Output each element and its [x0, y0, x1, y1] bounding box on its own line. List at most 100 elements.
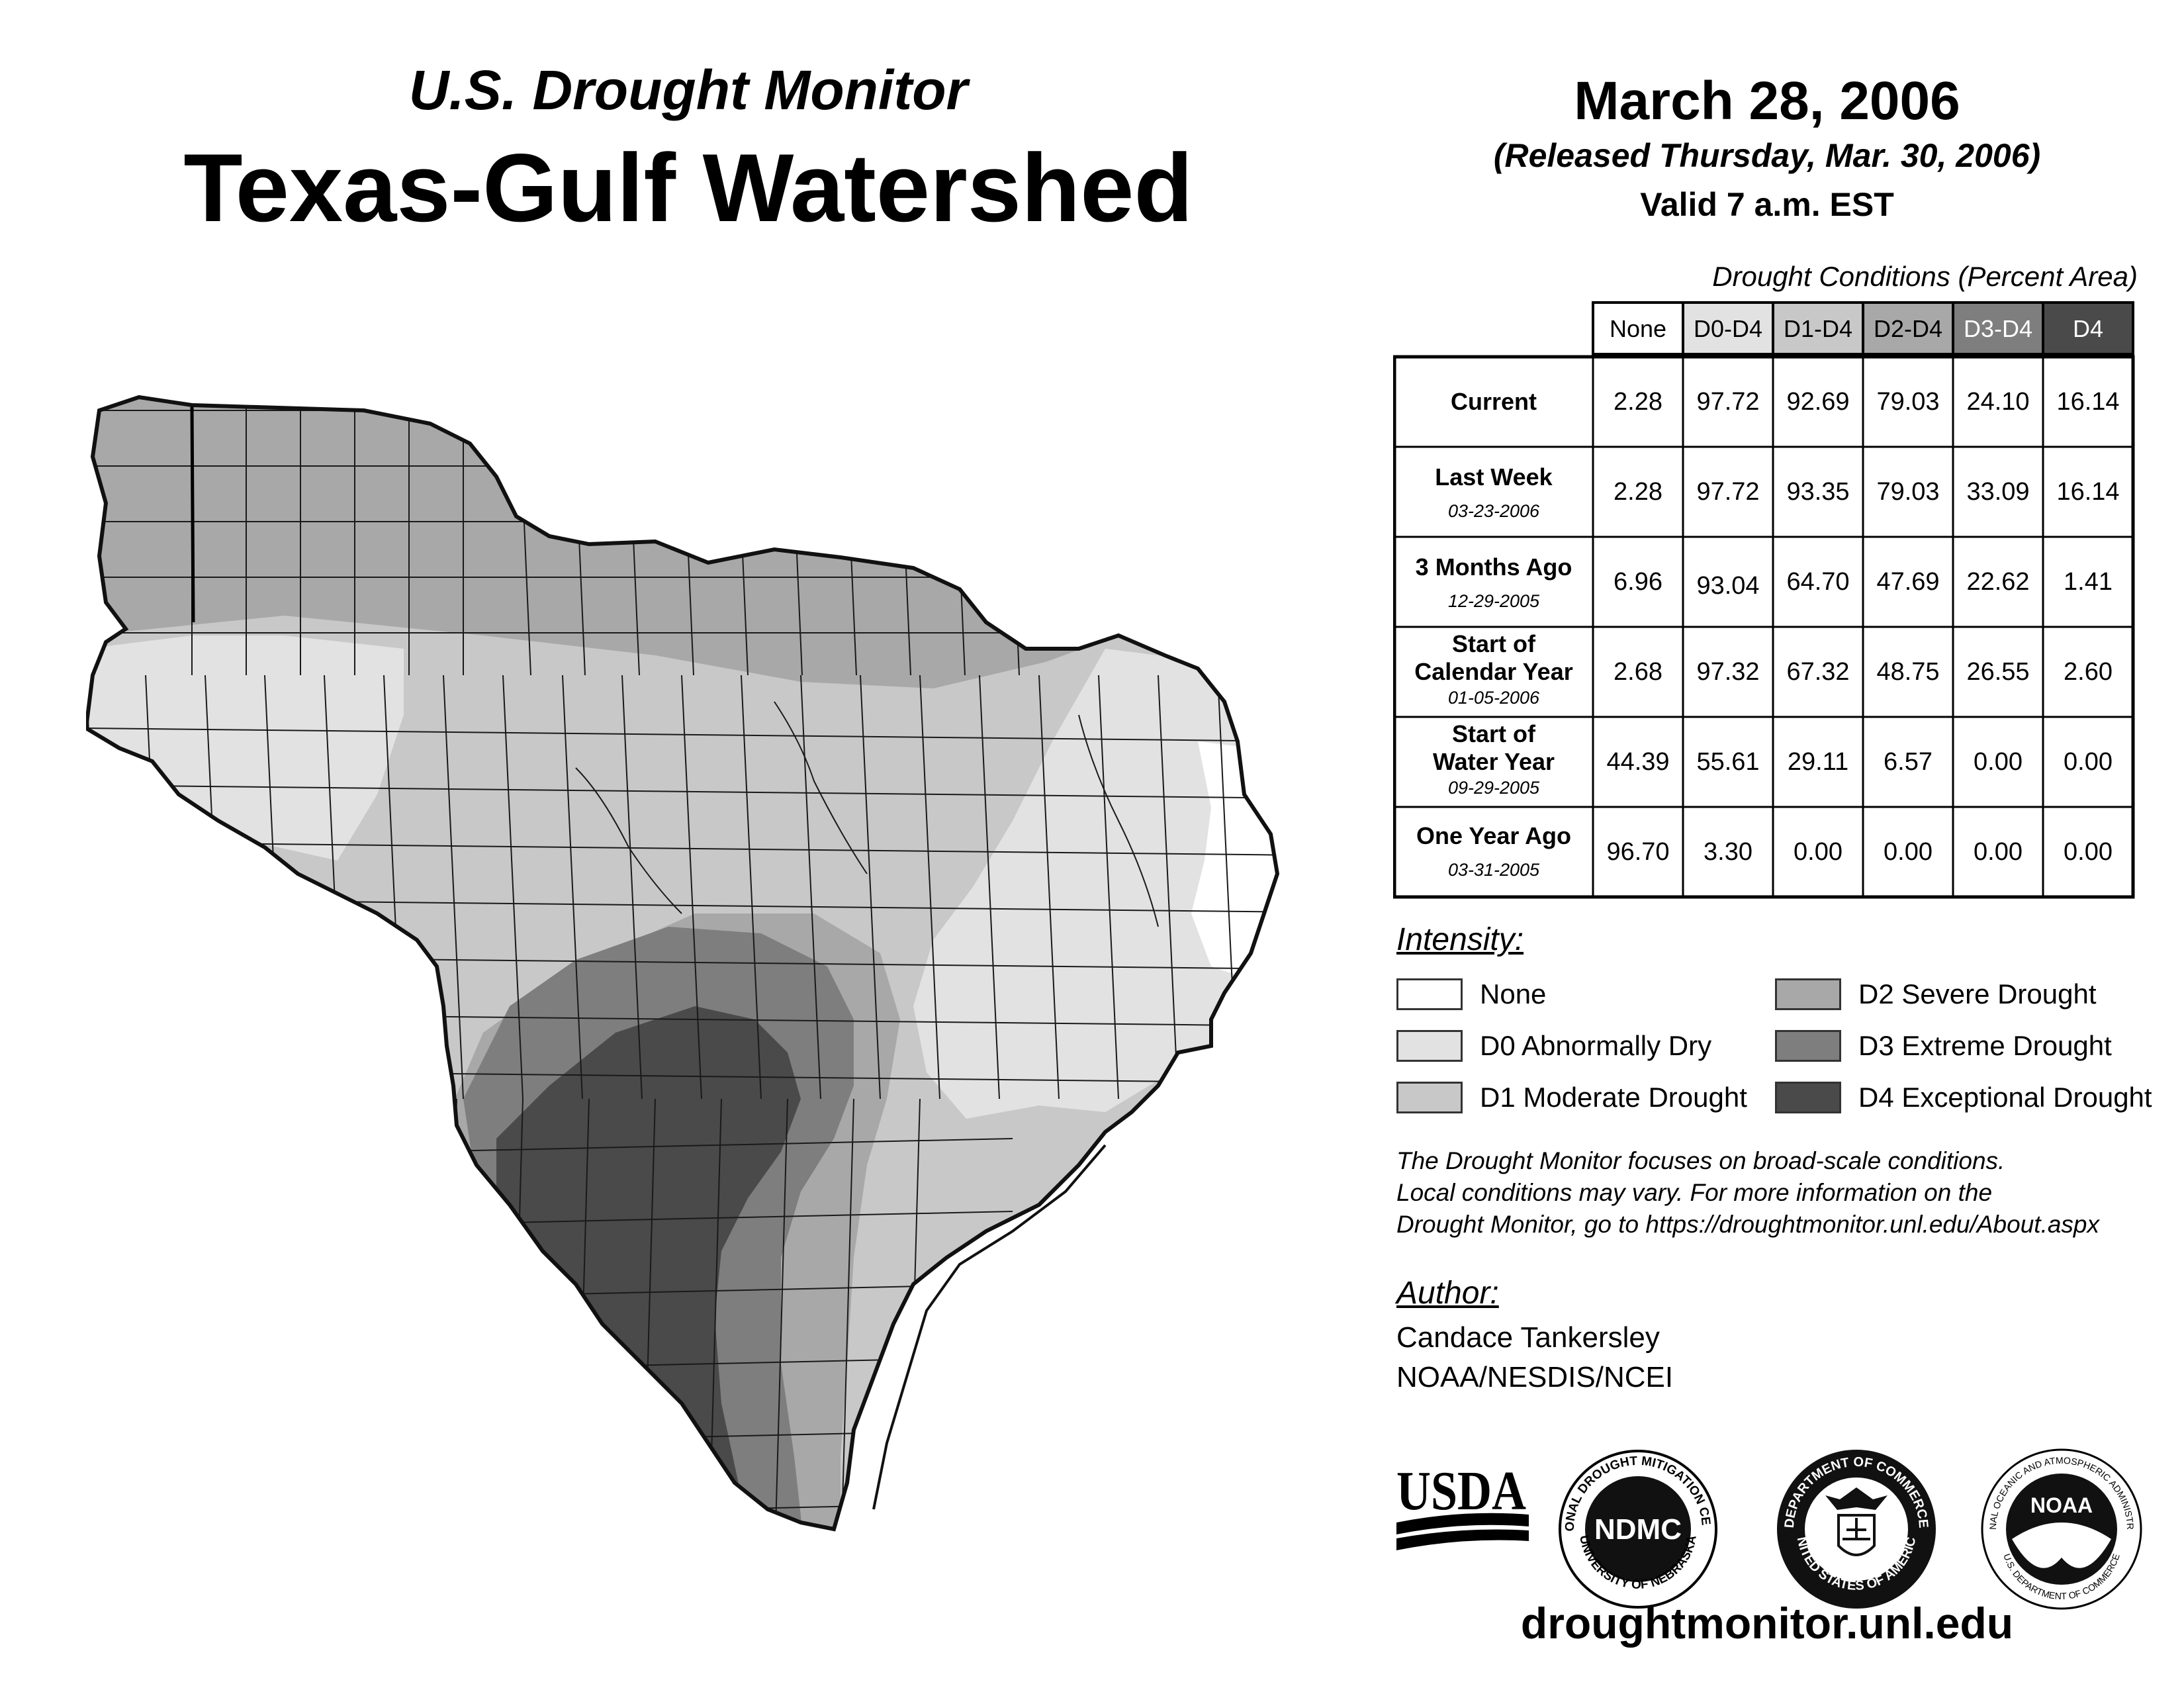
legend-label-d2: D2 Severe Drought	[1858, 978, 2097, 1009]
header-cell-d0d4	[1682, 301, 1774, 355]
author-label: Author:	[1396, 1276, 1499, 1311]
river-lines	[575, 701, 1159, 927]
row-label-last-week: Last Week	[1435, 463, 1553, 491]
usda-logo: USDA	[1396, 1463, 1529, 1550]
website-url: droughtmonitor.unl.edu	[1520, 1599, 2014, 1648]
note-line: Local conditions may vary. For more info…	[1396, 1179, 1993, 1206]
table-cell: 2.28	[1614, 478, 1662, 506]
header-cell-d4	[2042, 301, 2134, 355]
table-cell: 47.69	[1876, 568, 1939, 596]
column-header: D4	[2073, 315, 2103, 342]
table-cell: 3.30	[1704, 838, 1752, 866]
table-cell: 0.00	[2064, 838, 2113, 866]
zone-d0-west	[86, 635, 404, 861]
table-cell: 0.00	[1794, 838, 1843, 866]
table-cell: 22.62	[1966, 568, 2029, 596]
map-title: Texas-Gulf Watershed	[183, 134, 1193, 242]
row-label-calendar-line2: Calendar Year	[1414, 658, 1572, 685]
row-label-one-year: One Year Ago	[1416, 822, 1571, 849]
table-cell: 44.39	[1606, 748, 1669, 776]
commerce-seal-logo: DEPARTMENT OF COMMERCE UNITED STATES OF …	[1774, 1446, 1936, 1609]
column-header: None	[1610, 315, 1666, 342]
eagle-icon	[1825, 1487, 1888, 1510]
column-header: D2-D4	[1874, 315, 1942, 342]
noaa-wordmark: NOAA	[2030, 1493, 2093, 1517]
table-cell: 2.68	[1614, 658, 1662, 686]
table-cell: 55.61	[1696, 748, 1759, 776]
zone-none	[1191, 741, 1277, 986]
row-date-last-week: 03-23-2006	[1448, 501, 1540, 521]
legend-swatch-d3	[1775, 1030, 1841, 1062]
table-cell: 6.57	[1884, 748, 1933, 776]
note-line: Drought Monitor, go to https://droughtmo…	[1396, 1211, 2099, 1238]
valid-time: Valid 7 a.m. EST	[1640, 186, 1894, 223]
row-label-3-months: 3 Months Ago	[1416, 553, 1572, 581]
table-cell: 67.32	[1786, 658, 1849, 686]
ndmc-logo: NATIONAL DROUGHT MITIGATION CENTER UNIVE…	[1555, 1446, 1717, 1609]
table-caption: Drought Conditions (Percent Area)	[1712, 261, 2138, 292]
table-cell: 24.10	[1966, 388, 2029, 416]
legend-title: Intensity:	[1396, 922, 1524, 957]
row-label-current: Current	[1451, 388, 1537, 415]
legend-swatch-d2	[1775, 978, 1841, 1010]
table-cell: 97.72	[1696, 478, 1759, 506]
column-header: D3-D4	[1964, 315, 2032, 342]
table-cell: 93.04	[1696, 572, 1759, 600]
table-cell: 16.14	[2056, 478, 2119, 506]
table-cell: 79.03	[1876, 478, 1939, 506]
disclaimer-note: The Drought Monitor focuses on broad-sca…	[1396, 1145, 2158, 1241]
row-date-3-months: 12-29-2005	[1448, 591, 1540, 611]
state-line-vertical	[190, 404, 195, 623]
table-cell: 97.32	[1696, 658, 1759, 686]
header-cell-d3d4	[1952, 301, 2044, 355]
table-cell: 96.70	[1606, 838, 1669, 866]
table-cell: 0.00	[1884, 838, 1933, 866]
table-cell: 1.41	[2064, 568, 2113, 596]
drought-zones	[86, 397, 1277, 1529]
table-cell: 2.28	[1614, 388, 1662, 416]
noaa-bird-icon	[2012, 1523, 2111, 1568]
legend-swatch-d1	[1396, 1082, 1463, 1113]
usda-wordmark: USDA	[1396, 1463, 1526, 1522]
table-grid	[1394, 357, 2133, 897]
column-header: D0-D4	[1694, 315, 1762, 342]
legend-label-d1: D1 Moderate Drought	[1480, 1082, 1747, 1113]
table-cell: 16.14	[2056, 388, 2119, 416]
column-header: D1-D4	[1784, 315, 1852, 342]
ndmc-wordmark: NDMC	[1594, 1513, 1682, 1546]
table-cell: 79.03	[1876, 388, 1939, 416]
table-cell: 48.75	[1876, 658, 1939, 686]
row-label-water-line2: Water Year	[1433, 748, 1555, 775]
legend-label-d0: D0 Abnormally Dry	[1480, 1030, 1712, 1061]
author-name: Candace Tankersley	[1396, 1321, 1660, 1354]
map-date: March 28, 2006	[1574, 71, 1960, 131]
table-cell: 33.09	[1966, 478, 2029, 506]
noaa-logo: NATIONAL OCEANIC AND ATMOSPHERIC ADMINIS…	[1979, 1446, 2142, 1610]
row-date-calendar: 01-05-2006	[1448, 688, 1540, 708]
table-values: 2.28 97.72 92.69 79.03 24.10 16.14 2.28 97.72 93…	[1606, 388, 2119, 866]
table-cell: 0.00	[1974, 748, 2023, 776]
table-header-row: None D0-D4 D1-D4 D2-D4 D3-D4 D4	[1592, 301, 2134, 355]
legend-swatch-none	[1396, 978, 1463, 1010]
table-cell: 0.00	[1974, 838, 2023, 866]
table-cell: 0.00	[2064, 748, 2113, 776]
row-date-water: 09-29-2005	[1448, 778, 1540, 798]
legend-label-d4: D4 Exceptional Drought	[1858, 1082, 2152, 1113]
table-cell: 64.70	[1786, 568, 1849, 596]
table-cell: 6.96	[1614, 568, 1662, 596]
legend-swatch-d4	[1775, 1082, 1841, 1113]
table-cell: 26.55	[1966, 658, 2029, 686]
release-date: (Released Thursday, Mar. 30, 2006)	[1493, 137, 2041, 174]
watershed-map	[86, 371, 1304, 1575]
legend-swatch-d0	[1396, 1030, 1463, 1062]
row-label-calendar-line1: Start of	[1452, 630, 1536, 657]
note-line: The Drought Monitor focuses on broad-sca…	[1396, 1147, 2005, 1174]
row-label-water-line1: Start of	[1452, 720, 1536, 747]
author-org: NOAA/NESDIS/NCEI	[1396, 1361, 1674, 1393]
table-cell: 93.35	[1786, 478, 1849, 506]
table-cell: 92.69	[1786, 388, 1849, 416]
legend-label-none: None	[1480, 978, 1547, 1009]
header-cell-none	[1592, 301, 1684, 355]
drought-stats-table: None D0-D4 D1-D4 D2-D4 D3-D4 D4 Current …	[1393, 301, 2135, 899]
header-cell-d2d4	[1862, 301, 1954, 355]
